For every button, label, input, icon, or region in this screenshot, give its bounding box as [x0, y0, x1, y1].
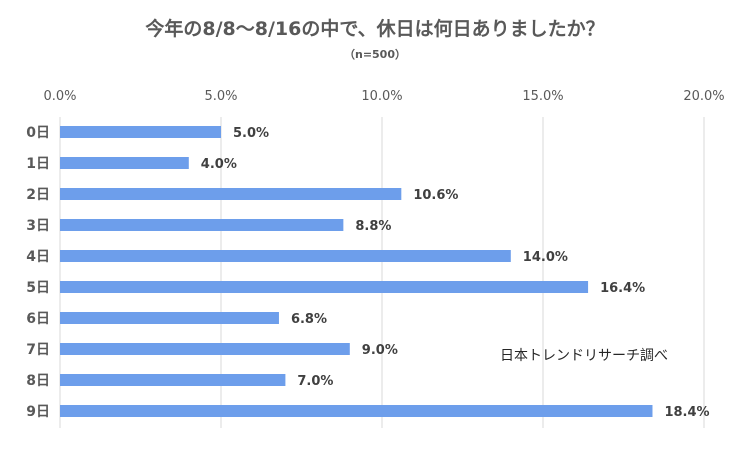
bar — [60, 157, 189, 169]
data-label: 14.0% — [523, 250, 568, 265]
data-label: 4.0% — [201, 157, 237, 172]
chart-subtitle: （n=500） — [343, 48, 406, 61]
bar — [60, 250, 511, 262]
source-annotation: 日本トレンドリサーチ調べ — [500, 348, 668, 364]
data-label: 6.8% — [291, 312, 327, 327]
data-label: 8.8% — [355, 219, 391, 234]
bar — [60, 281, 589, 293]
data-labels: 5.0% 4.0% 10.6% 8.8% 14.0% 16.4% 6.8% 9.0% 7.0% 1… — [201, 126, 710, 420]
data-label: 5.0% — [233, 126, 269, 141]
category-label: 1日 — [26, 156, 50, 172]
x-tick-label: 0.0% — [43, 89, 76, 104]
data-label: 16.4% — [600, 281, 645, 296]
data-label: 7.0% — [297, 374, 333, 389]
category-label: 2日 — [26, 187, 50, 203]
category-label: 7日 — [26, 342, 50, 358]
x-axis-tick-labels: 0.0% 5.0% 10.0% 15.0% 20.0% — [43, 89, 724, 104]
category-label: 6日 — [26, 311, 50, 327]
x-tick-label: 5.0% — [204, 89, 237, 104]
category-label: 9日 — [26, 404, 50, 420]
chart-title: 今年の8/8～8/16の中で、休日は何日ありましたか？ — [145, 18, 605, 40]
category-label: 5日 — [26, 280, 50, 296]
data-label: 9.0% — [362, 343, 398, 358]
category-label: 8日 — [26, 373, 50, 389]
x-tick-label: 10.0% — [361, 89, 402, 104]
x-tick-label: 15.0% — [522, 89, 563, 104]
x-tick-label: 20.0% — [683, 89, 724, 104]
data-label: 18.4% — [664, 405, 709, 420]
category-label: 3日 — [26, 218, 50, 234]
data-label: 10.6% — [413, 188, 458, 203]
bar — [60, 126, 221, 138]
category-label: 4日 — [26, 249, 50, 265]
bar — [60, 374, 286, 386]
bar — [60, 312, 279, 324]
bar — [60, 219, 344, 231]
bar — [60, 343, 350, 355]
bars — [60, 126, 653, 417]
bar — [60, 188, 402, 200]
category-labels: 0日 1日 2日 3日 4日 5日 6日 7日 8日 9日 — [26, 125, 50, 420]
category-label: 0日 — [26, 125, 50, 141]
bar — [60, 405, 653, 417]
